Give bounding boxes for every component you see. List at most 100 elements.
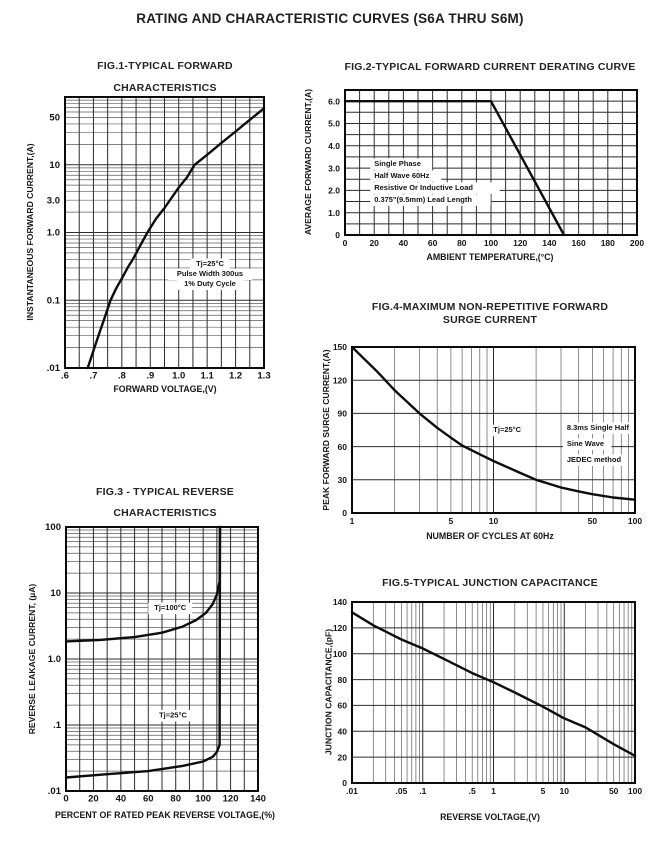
- annotation-text: 0.375"(9.5mm) Lead Length: [374, 195, 472, 204]
- curve-derating-curve: [343, 100, 566, 237]
- y-tick-label: 100: [333, 649, 347, 659]
- x-tick-label: 50: [588, 516, 598, 526]
- fig2-x-axis-label: AMBIENT TEMPERATURE,(°C): [426, 252, 554, 262]
- x-tick-label: 140: [250, 794, 266, 805]
- x-tick-label: 5: [541, 786, 546, 796]
- y-tick-label: 100: [45, 522, 61, 533]
- page-title: RATING AND CHARACTERISTIC CURVES (S6A TH…: [136, 11, 524, 26]
- y-tick-label: 30: [338, 475, 348, 485]
- y-tick-label: 0: [342, 508, 347, 518]
- fig1-title: FIG.1-TYPICAL FORWARD: [97, 60, 233, 72]
- x-tick-label: .7: [89, 371, 97, 382]
- x-tick-label: 100: [484, 238, 498, 248]
- y-tick-label: 60: [338, 701, 348, 711]
- y-tick-label: 0.1: [47, 295, 61, 306]
- data-curves: [350, 611, 637, 758]
- y-tick-label: 1.0: [48, 654, 61, 665]
- fig3-title: FIG.3 - TYPICAL REVERSE: [95, 486, 234, 498]
- x-tick-label: 60: [143, 794, 154, 805]
- curve-leakage-Tj100C: [64, 525, 222, 643]
- x-tick-label: 40: [399, 238, 409, 248]
- y-tick-label: .01: [47, 363, 61, 374]
- x-tick-label: 80: [170, 794, 181, 805]
- fig3-x-axis-label: PERCENT OF RATED PEAK REVERSE VOLTAGE,(%…: [55, 810, 275, 820]
- x-tick-label: 50: [609, 786, 619, 796]
- fig4-x-axis-label: NUMBER OF CYCLES AT 60Hz: [426, 531, 554, 541]
- plot-frame: [351, 346, 636, 514]
- fig1-subtitle: CHARACTERISTICS: [113, 82, 217, 94]
- y-tick-label: 80: [338, 675, 348, 685]
- plot-frame: [344, 89, 638, 236]
- x-tick-label: 0: [343, 238, 348, 248]
- fig2-title: FIG.2-TYPICAL FORWARD CURRENT DERATING C…: [344, 61, 636, 73]
- x-tick-label: .1: [419, 786, 426, 796]
- fig5-chart-canvas: .01 .05 .1 .5 1 5 10 50 100 0 20 40 60 80 100 120 140: [333, 597, 643, 796]
- y-tick-label: 120: [333, 623, 347, 633]
- fig4-chart-canvas: Tj=25°C 8.3ms Single Half Sine Wave JEDEC m…: [333, 342, 648, 526]
- y-tick-label: 2.0: [328, 186, 340, 196]
- figure-fig5: FIG.5-TYPICAL JUNCTION CAPACITANCE .01.0…: [300, 570, 660, 843]
- plot-frame: [64, 96, 265, 369]
- x-tick-label: 20: [369, 238, 379, 248]
- y-tick-label: 50: [49, 113, 60, 124]
- y-tick-label: 4.0: [328, 141, 340, 151]
- x-tick-label: .6: [61, 371, 69, 382]
- y-tick-label: 90: [338, 409, 348, 419]
- annotation-text: Tj=25°C: [493, 425, 521, 434]
- y-tick-label: 1.0: [328, 208, 340, 218]
- x-tick-label: 120: [513, 238, 527, 248]
- figure-fig1: FIG.1-TYPICAL FORWARD CHARACTERISTICS Tj…: [15, 55, 315, 400]
- fig3-chart-canvas: Tj=100°C Tj=25°C 0 20 40 60 80 100 120 140 .01 .1 1.…: [45, 522, 266, 804]
- y-tick-label: 5.0: [328, 119, 340, 129]
- curve-surge-current: [350, 345, 637, 501]
- y-tick-label: 150: [333, 342, 347, 352]
- annotation-text: JEDEC method: [567, 455, 622, 464]
- y-tick-label: 10: [49, 160, 60, 171]
- curve-leakage-Tj25C: [64, 525, 222, 779]
- tick-labels: .6 .7 .8 .9 1.0 1.1 1.2 1.3 .01 0.1 1.0 3.0 10 50: [47, 113, 271, 382]
- annotation-text: Resistive Or Inductive Load: [374, 183, 473, 192]
- y-tick-label: 120: [333, 375, 347, 385]
- y-tick-label: 40: [338, 726, 348, 736]
- tick-labels: 0 20 40 60 80 100 120 140 .01 .1 1.0 10 100: [45, 522, 266, 804]
- plot-frame: [351, 601, 636, 784]
- x-tick-label: 100: [628, 786, 642, 796]
- annotation-text: Half Wave 60Hz: [374, 171, 429, 180]
- annotations: Tj=25°C 8.3ms Single Half Sine Wave JEDEC m…: [487, 422, 648, 466]
- y-tick-label: 3.0: [47, 195, 60, 206]
- fig4-subtitle: SURGE CURRENT: [442, 314, 538, 326]
- y-tick-label: 140: [333, 597, 347, 607]
- x-tick-label: 1: [350, 516, 355, 526]
- fig1-x-axis-label: FORWARD VOLTAGE,(V): [113, 384, 217, 394]
- tick-labels: 0 20 40 60 80 100 120 140 160 180 200 0 1.0 2.0 3.0 4.0…: [328, 96, 644, 248]
- x-tick-label: 10: [489, 516, 499, 526]
- x-tick-label: .05: [396, 786, 408, 796]
- y-tick-label: 6.0: [328, 96, 340, 106]
- curve-forward-current-Tj25C: [86, 107, 266, 370]
- x-tick-label: 1.1: [201, 371, 215, 382]
- fig1-y-axis-label: INSTANTANEOUS FORWARD CURRENT,(A): [25, 143, 35, 321]
- annotation-text: 1% Duty Cycle: [184, 279, 236, 288]
- fig2-chart-canvas: Single Phase Half Wave 60Hz Resistive Or I…: [328, 89, 644, 248]
- y-tick-label: .1: [53, 720, 62, 731]
- data-curves: [64, 525, 222, 779]
- gridlines: [65, 526, 259, 792]
- gridlines: [64, 96, 265, 369]
- y-tick-label: 10: [50, 588, 61, 599]
- y-tick-label: 0: [335, 230, 340, 240]
- gridlines: [351, 601, 636, 784]
- x-tick-label: 60: [428, 238, 438, 248]
- y-tick-label: .01: [48, 786, 62, 797]
- fig5-x-axis-label: REVERSE VOLTAGE,(V): [440, 812, 540, 822]
- x-tick-label: 1: [491, 786, 496, 796]
- y-tick-label: 20: [338, 752, 348, 762]
- x-tick-label: 1.0: [172, 371, 185, 382]
- x-tick-label: 80: [457, 238, 467, 248]
- x-tick-label: 100: [195, 794, 211, 805]
- figure-fig4: FIG.4-MAXIMUM NON-REPETITIVE FORWARD SUR…: [300, 295, 660, 555]
- data-curves: [86, 107, 266, 370]
- x-tick-label: 1.3: [257, 371, 270, 382]
- fig5-title: FIG.5-TYPICAL JUNCTION CAPACITANCE: [382, 577, 598, 589]
- y-tick-label: 1.0: [47, 228, 60, 239]
